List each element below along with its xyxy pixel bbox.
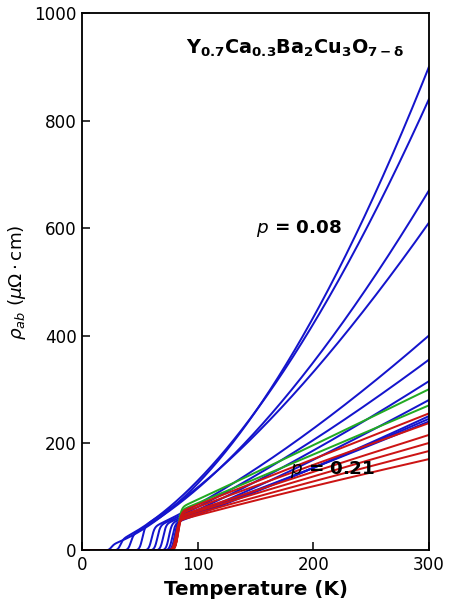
Text: $\it{p}$ = 0.08: $\it{p}$ = 0.08: [255, 218, 341, 238]
Text: $\it{p}$ = 0.21: $\it{p}$ = 0.21: [289, 459, 374, 480]
Y-axis label: $\rho_{ab}$ ($\mu\Omega\cdot$cm): $\rho_{ab}$ ($\mu\Omega\cdot$cm): [6, 224, 28, 339]
X-axis label: Temperature (K): Temperature (K): [163, 580, 347, 599]
Text: $\mathbf{Y_{0.7}Ca_{0.3}Ba_2Cu_3O_{7-\delta}}$: $\mathbf{Y_{0.7}Ca_{0.3}Ba_2Cu_3O_{7-\de…: [186, 38, 403, 59]
